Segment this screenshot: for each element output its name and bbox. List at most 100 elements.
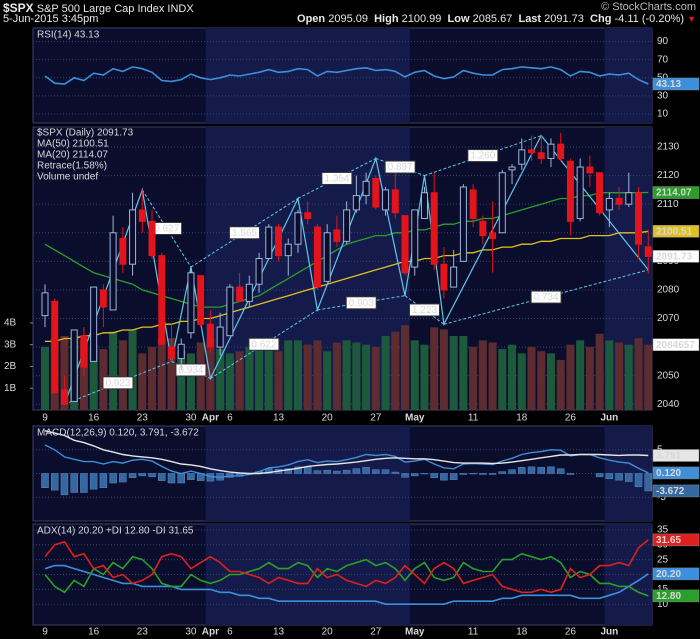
volume-bar — [245, 346, 254, 410]
retrace-label: 0.903 — [349, 298, 374, 309]
volume-bar — [157, 338, 166, 410]
volume-bar — [615, 342, 624, 410]
y-tick-label: 90 — [657, 36, 669, 47]
candle-body — [625, 192, 633, 205]
candle-body — [479, 220, 487, 237]
candle-body — [284, 243, 292, 257]
retrace-link — [404, 295, 445, 325]
histogram-bar — [148, 473, 156, 478]
histogram-bar — [372, 469, 380, 474]
y-tick-label: 2080 — [657, 285, 680, 296]
candle-body — [304, 212, 312, 219]
candle-body — [294, 212, 302, 245]
value-tag-bg — [652, 449, 700, 462]
histogram-bar — [109, 473, 117, 484]
candle-body — [226, 286, 234, 337]
value-tag-bg — [652, 186, 700, 199]
x-tick-label: 27 — [370, 627, 382, 638]
low-label: Low — [447, 13, 470, 25]
retrace-label-bg — [321, 171, 353, 185]
value-tag: 31.65 — [656, 535, 681, 546]
histogram-bar — [644, 473, 653, 492]
value-tag: 2084657 — [656, 340, 695, 351]
volume-bar — [371, 346, 380, 410]
retrace-label-bg — [345, 296, 377, 310]
x-tick-label: 16 — [88, 413, 100, 424]
candle-body — [430, 192, 438, 265]
candle-body — [362, 180, 370, 197]
retrace-link — [210, 309, 318, 379]
value-tag-bg — [652, 466, 700, 480]
volume-bar — [430, 327, 439, 410]
volume-bar — [89, 344, 98, 410]
value-tag: 3.791 — [656, 451, 681, 462]
volume-bar — [225, 353, 234, 410]
candle-body — [245, 283, 253, 302]
histogram-bar — [547, 466, 555, 474]
retrace-label: 1.354 — [324, 174, 349, 185]
y-tick-label: 15 — [657, 584, 669, 595]
volume-bar — [323, 351, 332, 410]
volume-bar — [138, 353, 147, 410]
legend-entry: Volume undef — [37, 172, 98, 183]
change-pct: (-0.20%) — [641, 13, 685, 25]
value-tag: 2114.07 — [656, 188, 692, 199]
histogram-bar — [333, 470, 341, 474]
candle-body — [596, 172, 604, 214]
volume-bar — [469, 346, 478, 410]
x-tick-label: Apr — [202, 627, 219, 638]
volume-bar — [109, 331, 118, 410]
retrace-link — [297, 157, 377, 199]
retrace-label-bg — [467, 149, 499, 163]
y-tick-label: 2130 — [657, 142, 680, 153]
histogram-bar — [527, 466, 536, 474]
volume-bar — [391, 331, 400, 410]
volume-bar — [488, 342, 497, 410]
x-tick-label: 18 — [516, 627, 528, 638]
date: 5-Jun-2015 3:45pm — [3, 13, 99, 25]
x-tick-label: 6 — [227, 627, 233, 638]
histogram-bar — [342, 469, 351, 474]
volume-bar — [605, 340, 614, 410]
volume-bar — [128, 329, 137, 410]
candle-body — [469, 189, 477, 219]
candle-body — [70, 329, 78, 402]
retrace-label-bg — [408, 303, 440, 317]
histogram-bar — [556, 468, 565, 474]
volume-bar — [342, 340, 351, 410]
candle-body — [206, 323, 214, 348]
volume-bar — [576, 340, 585, 410]
histogram-bar — [294, 466, 302, 474]
retrace-label: 1.260 — [470, 151, 495, 162]
volume-bar — [478, 340, 487, 410]
candle-body — [99, 289, 107, 308]
retrace-label-bg — [530, 290, 562, 304]
histogram-bar — [508, 469, 516, 474]
histogram-bar — [459, 473, 468, 475]
histogram-bar — [449, 473, 458, 480]
x-tick-label: 30 — [185, 627, 197, 638]
volume-bar — [274, 351, 283, 410]
histogram-bar — [605, 473, 614, 479]
histogram-bar — [284, 468, 292, 474]
value-tag-bg — [652, 484, 700, 498]
candle-body — [333, 229, 341, 242]
retrace-label-bg — [102, 376, 134, 390]
histogram-bar — [381, 469, 390, 474]
x-tick-label: Jun — [600, 413, 618, 424]
y-tick-label: 10 — [657, 599, 669, 610]
x-tick-label: 27 — [370, 413, 382, 424]
volume-bar — [186, 353, 195, 410]
value-tag-bg — [652, 225, 700, 238]
volume-bar — [381, 335, 390, 410]
histogram-bar — [41, 473, 49, 488]
candle-body — [51, 300, 59, 394]
volume-tick-label: 1B — [4, 383, 17, 394]
y-tick-label: 2070 — [657, 313, 680, 324]
candle-body — [557, 143, 565, 159]
volume-bar — [167, 338, 176, 410]
y-tick-label: -5 — [657, 492, 666, 503]
retrace-link — [190, 198, 299, 268]
candle-body — [644, 246, 652, 257]
